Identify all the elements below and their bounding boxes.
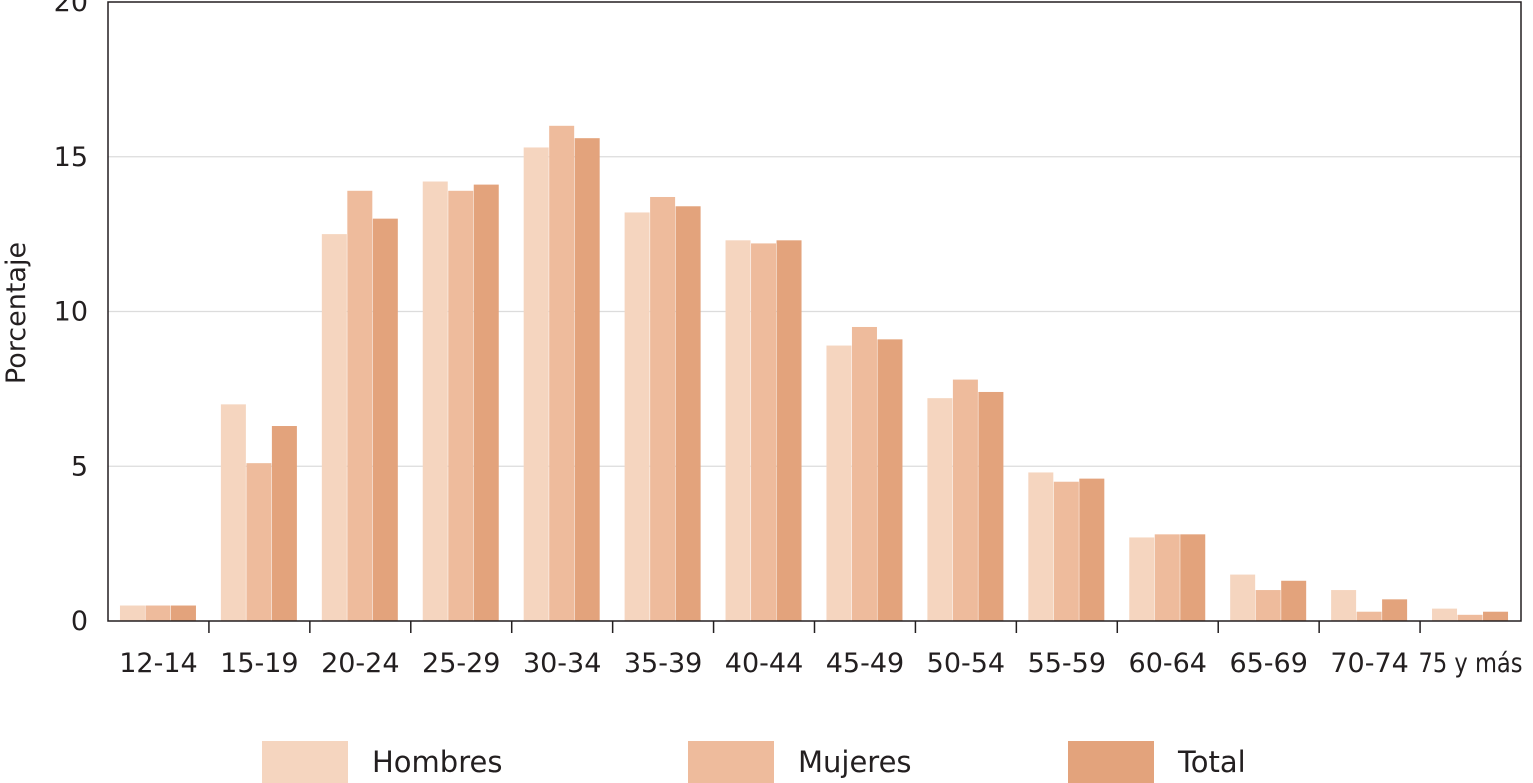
bar-total-25-29 [473, 184, 499, 622]
y-tick-label: 15 [54, 142, 88, 173]
x-tick-label: 25-29 [422, 648, 500, 679]
bar-total-15-19 [271, 426, 297, 621]
bar-mujeres-45-49 [851, 326, 877, 621]
legend-label: Total [1177, 745, 1246, 779]
bar-total-55-59 [1079, 478, 1105, 621]
bar-hombres-40-44 [725, 240, 751, 621]
bar-total-20-24 [372, 218, 398, 621]
legend-swatch [262, 741, 348, 783]
x-tick-label: 65-69 [1229, 648, 1307, 679]
y-tick-labels: 0 5 10 15 20 [54, 0, 88, 637]
bar-hombres-65-69 [1230, 574, 1256, 621]
bar-hombres-60-64 [1129, 537, 1155, 621]
x-tick-label: 45-49 [826, 648, 904, 679]
bar-hombres-75-y-más [1432, 608, 1458, 621]
x-tick-labels: 12-14 15-19 20-24 25-29 30-34 35-39 40-44 45-49… [119, 648, 1522, 679]
bar-hombres-25-29 [422, 181, 448, 621]
bar-mujeres-40-44 [751, 243, 777, 621]
bar-mujeres-60-64 [1154, 534, 1180, 621]
bar-total-30-34 [574, 138, 600, 621]
bar-total-75-y-más [1483, 611, 1509, 621]
bar-total-50-54 [978, 391, 1004, 621]
bar-mujeres-30-34 [549, 125, 575, 622]
bar-total-65-69 [1281, 580, 1307, 621]
bar-total-45-49 [877, 339, 903, 621]
gridlines [108, 156, 1521, 467]
y-tick-label: 20 [54, 0, 88, 18]
y-tick-label: 5 [71, 451, 88, 482]
bar-mujeres-70-74 [1356, 611, 1382, 621]
bar-hombres-12-14 [119, 605, 145, 621]
bar-mujeres-20-24 [347, 190, 373, 622]
bar-mujeres-65-69 [1255, 590, 1281, 621]
x-tick-label: 40-44 [725, 648, 803, 679]
bar-total-12-14 [170, 605, 196, 621]
y-axis-label: Porcentaje [1, 242, 32, 384]
x-tick-label: 12-14 [119, 648, 197, 679]
bar-total-70-74 [1382, 599, 1408, 621]
legend-swatch [688, 741, 774, 783]
legend: Hombres Mujeres Total [262, 741, 1246, 783]
bar-mujeres-25-29 [448, 190, 474, 622]
bar-mujeres-12-14 [145, 605, 171, 621]
bar-hombres-30-34 [523, 147, 549, 621]
legend-label: Mujeres [798, 745, 912, 779]
bar-hombres-50-54 [927, 398, 953, 621]
x-tick-label: 35-39 [624, 648, 702, 679]
x-tick-label: 30-34 [523, 648, 601, 679]
legend-item-mujeres: Mujeres [688, 741, 912, 783]
x-tick-label: 75 y más [1419, 648, 1523, 679]
x-tick-label: 15-19 [220, 648, 298, 679]
bar-total-60-64 [1180, 534, 1206, 621]
bar-mujeres-35-39 [650, 196, 676, 622]
bar-hombres-70-74 [1331, 590, 1357, 621]
bar-mujeres-50-54 [952, 379, 978, 621]
bar-total-35-39 [675, 206, 701, 621]
bar-hombres-45-49 [826, 345, 852, 621]
legend-label: Hombres [372, 745, 502, 779]
x-tick-label: 60-64 [1129, 648, 1207, 679]
x-tick-label: 55-59 [1028, 648, 1106, 679]
y-tick-label: 0 [71, 606, 88, 637]
x-ticks [208, 621, 1421, 633]
legend-item-hombres: Hombres [262, 741, 502, 783]
x-tick-label: 70-74 [1330, 648, 1408, 679]
bar-total-40-44 [776, 240, 802, 621]
bar-mujeres-55-59 [1053, 481, 1079, 621]
x-tick-label: 50-54 [927, 648, 1005, 679]
legend-item-total: Total [1068, 741, 1246, 783]
bars [119, 125, 1509, 622]
y-tick-label: 10 [54, 297, 88, 328]
bar-hombres-35-39 [624, 212, 650, 621]
legend-swatch [1068, 741, 1154, 783]
bar-hombres-15-19 [220, 404, 246, 621]
x-tick-label: 20-24 [321, 648, 399, 679]
bar-mujeres-15-19 [246, 463, 272, 621]
bar-hombres-55-59 [1028, 472, 1054, 621]
bar-hombres-20-24 [321, 234, 347, 621]
bar-mujeres-75-y-más [1457, 614, 1483, 621]
